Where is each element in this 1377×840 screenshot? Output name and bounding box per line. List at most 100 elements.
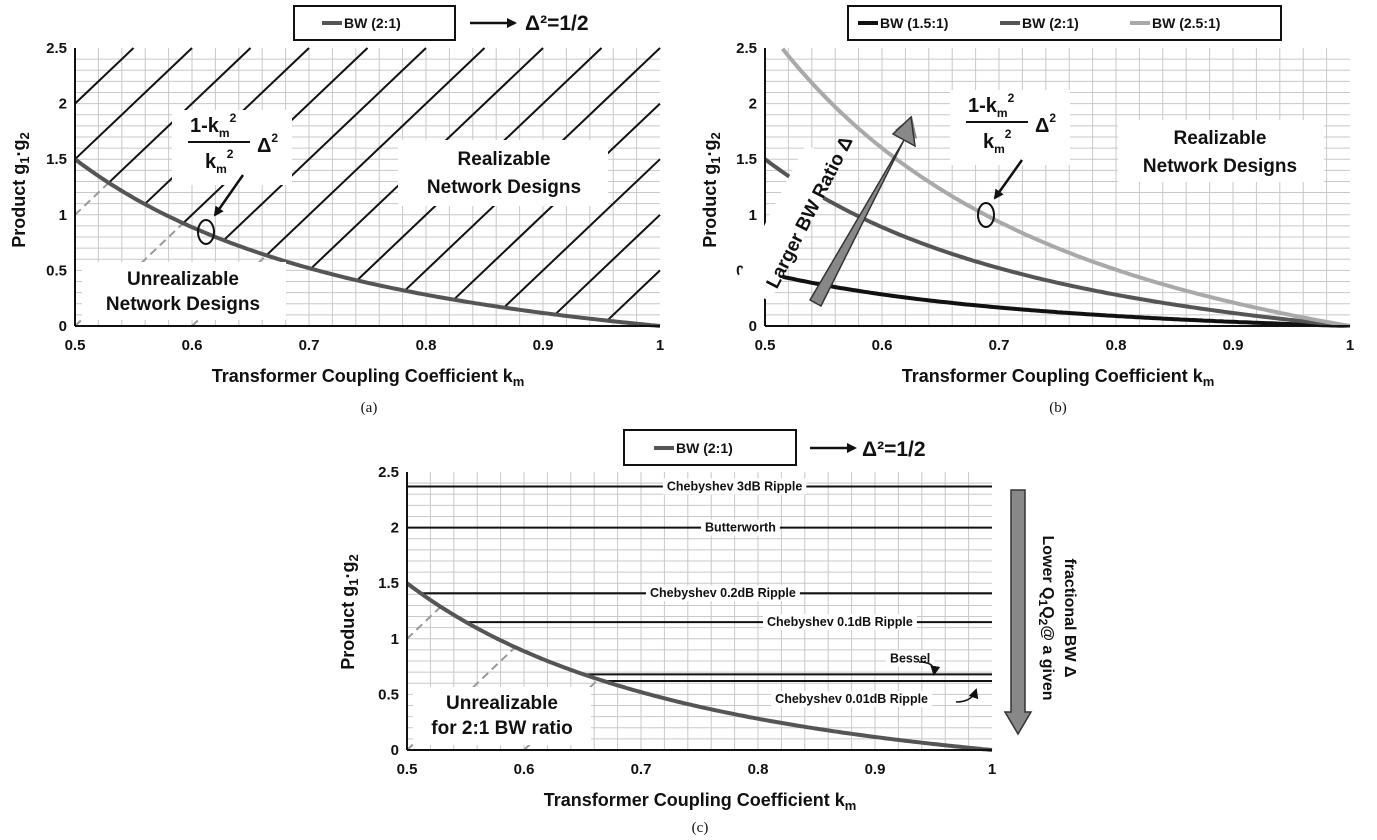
filter-label: Butterworth xyxy=(705,521,776,535)
filter-labels: Chebyshev 3dB Ripple Butterworth Chebyshev… xyxy=(645,478,935,708)
y-tick-label: 1 xyxy=(391,631,399,648)
x-axis-label: Transformer Coupling Coefficient km xyxy=(212,366,525,389)
hatch-line xyxy=(503,158,661,308)
y-axis-label: Product g1·g2 xyxy=(700,132,723,247)
formula: 1-km2 km2 Δ2 xyxy=(188,111,278,176)
formula-pointer xyxy=(993,159,1024,200)
x-tick-label: 0.9 xyxy=(865,761,886,778)
filter-label: Chebyshev 3dB Ripple xyxy=(667,479,802,493)
tick-labels: 0.5 0.6 0.7 0.8 0.9 1 0 0.5 1 1.5 2 2.5 xyxy=(46,40,664,354)
y-tick-label: 1 xyxy=(59,207,67,224)
bessel-pointer xyxy=(918,661,941,676)
y-axis-label: Product g1·g2 xyxy=(338,554,361,669)
unrealizable-label-line2: Network Designs xyxy=(106,294,260,315)
x-tick-label: 1 xyxy=(656,337,664,354)
curve-marker xyxy=(977,202,995,228)
x-tick-label: 0.9 xyxy=(1223,337,1244,354)
hatch-line xyxy=(74,182,109,216)
unrealizable-label: Unrealizable xyxy=(446,693,558,714)
x-axis-label: Transformer Coupling Coefficient km xyxy=(544,790,857,813)
hatch-line xyxy=(554,214,661,316)
legend: BW (1.5:1) BW (2:1) BW (2.5:1) xyxy=(847,5,1282,41)
svg-text:1-km2: 1-km2 xyxy=(190,111,237,140)
legend: BW (2:1) xyxy=(293,5,456,41)
caption: (b) xyxy=(1049,400,1067,416)
x-tick-label: 0.7 xyxy=(299,337,320,354)
filter-label-bg xyxy=(771,691,933,708)
hatch-line xyxy=(74,47,135,105)
panel-a: 0.5 0.6 0.7 0.8 0.9 1 0 0.5 1 1.5 2 2.5 BW (2:1) Δ²… xyxy=(9,5,664,416)
x-tick-label: 0.8 xyxy=(416,337,437,354)
filter-label: Chebyshev 0.01dB Ripple xyxy=(775,692,928,706)
series-line xyxy=(781,47,1351,328)
y-tick-label: 1.5 xyxy=(378,575,399,592)
legend-entry: BW (2:1) xyxy=(676,440,733,456)
axes xyxy=(406,472,992,751)
cheb001-pointer xyxy=(955,688,979,703)
y-tick-label: 0 xyxy=(749,318,757,335)
hatch-line xyxy=(406,646,516,751)
x-tick-label: 0.5 xyxy=(397,761,418,778)
hatch-line xyxy=(74,222,184,327)
realizable-label: Realizable xyxy=(1174,128,1267,149)
series-line xyxy=(764,270,1351,328)
lower-q-arrow xyxy=(1003,489,1033,736)
legend-note: Δ²=1/2 xyxy=(525,12,589,35)
hatch-line xyxy=(406,606,441,640)
svg-text:fractional BW Δ: fractional BW Δ xyxy=(1061,558,1078,677)
unrealizable-label: Unrealizable xyxy=(127,269,239,290)
x-tick-label: 0.9 xyxy=(533,337,554,354)
x-tick-label: 0.5 xyxy=(755,337,776,354)
svg-text:Δ2: Δ2 xyxy=(1035,111,1056,137)
panel-c: 0.5 0.6 0.7 0.8 0.9 1 0 0.5 1 1.5 2 2.5 Chebyshev 3… xyxy=(338,429,1078,836)
x-axis-label: Transformer Coupling Coefficient km xyxy=(902,366,1215,389)
realizable-label-line2: Network Designs xyxy=(427,177,581,198)
y-tick-label: 0 xyxy=(59,318,67,335)
filter-label-bg xyxy=(662,478,807,495)
curves xyxy=(405,581,993,752)
x-tick-label: 0.7 xyxy=(989,337,1010,354)
y-tick-label: 1.5 xyxy=(736,151,757,168)
legend-entry: BW (2:1) xyxy=(1022,15,1079,31)
svg-text:km2: km2 xyxy=(205,147,234,176)
y-tick-label: 2 xyxy=(749,96,757,113)
x-tick-label: 0.6 xyxy=(872,337,893,354)
x-tick-label: 0.8 xyxy=(748,761,769,778)
unrealizable-label-line2: for 2:1 BW ratio xyxy=(431,718,572,739)
x-tick-label: 1 xyxy=(988,761,996,778)
filter-label-bg xyxy=(701,519,780,536)
legend-note: Δ²=1/2 xyxy=(862,438,926,461)
x-tick-label: 1 xyxy=(1346,337,1354,354)
legend: BW (2:1) xyxy=(623,429,797,466)
hatch-line xyxy=(606,269,661,322)
formula: 1-km2 km2 Δ2 xyxy=(966,91,1056,156)
svg-text:1-km2: 1-km2 xyxy=(968,91,1015,120)
axes xyxy=(74,48,660,327)
y-tick-label: 2 xyxy=(391,520,399,537)
svg-text:km2: km2 xyxy=(983,127,1012,156)
legend-entry: BW (2:1) xyxy=(344,15,401,31)
x-tick-label: 0.7 xyxy=(631,761,652,778)
filter-label-bg xyxy=(645,585,800,602)
series-line xyxy=(73,157,661,328)
legend-entry: BW (1.5:1) xyxy=(880,15,948,31)
filter-label-bg xyxy=(762,614,917,631)
y-tick-label: 2 xyxy=(59,96,67,113)
x-tick-label: 0.6 xyxy=(514,761,535,778)
hatch-line xyxy=(74,47,193,160)
caption: (c) xyxy=(692,820,709,836)
y-tick-label: 2.5 xyxy=(378,464,399,481)
filter-label: Chebyshev 0.2dB Ripple xyxy=(650,586,796,600)
tick-labels: 0.5 0.6 0.7 0.8 0.9 1 0 0.5 1 1.5 2 2.5 xyxy=(378,464,996,778)
svg-text:Lower Q1Q2@ a given: Lower Q1Q2@ a given xyxy=(1036,535,1056,700)
y-axis-label: Product g1·g2 xyxy=(9,132,32,247)
svg-text:Δ2: Δ2 xyxy=(257,131,278,157)
y-tick-label: 0.5 xyxy=(378,686,399,703)
x-tick-label: 0.5 xyxy=(65,337,86,354)
realizable-label-line2: Network Designs xyxy=(1143,156,1297,177)
y-tick-label: 2.5 xyxy=(736,40,757,57)
realizable-label: Realizable xyxy=(458,149,551,170)
lower-q-label: Lower Q1Q2@ a given fractional BW Δ xyxy=(1036,535,1078,700)
